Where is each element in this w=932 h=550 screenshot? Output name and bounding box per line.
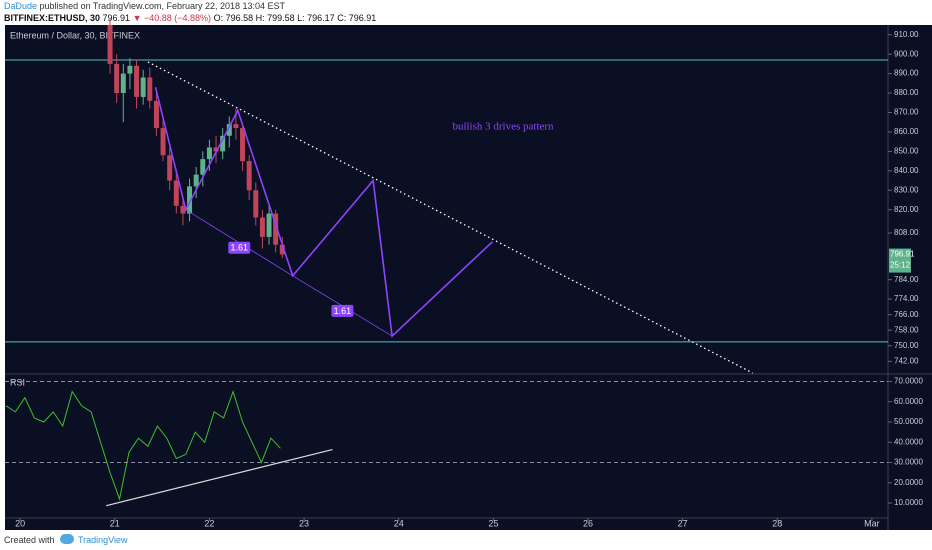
y-tick-label: 840.00	[894, 166, 919, 175]
candle-body	[167, 155, 173, 181]
candle-body	[180, 205, 186, 214]
y-tick-label: 890.00	[894, 69, 919, 78]
symbol: BITFINEX:ETHUSD, 30	[4, 13, 101, 23]
author: DaDude	[4, 1, 38, 11]
candle-body	[220, 135, 226, 152]
footer: Created with TradingView	[0, 532, 932, 550]
footer-created: Created with	[4, 535, 55, 545]
extension-box	[228, 241, 251, 254]
extension-box	[331, 304, 354, 317]
y-tick-label: 784.00	[894, 275, 919, 284]
x-tick-label: 28	[772, 518, 782, 528]
x-tick-label: 27	[678, 518, 688, 528]
last-price-box	[889, 248, 911, 273]
candle-body	[120, 73, 126, 94]
y-tick-label: 766.00	[894, 310, 919, 319]
y-tick-label: 850.00	[894, 146, 919, 155]
y-tick-label: 758.00	[894, 325, 919, 334]
y-tick-label: 910.00	[894, 30, 919, 39]
x-tick-label: 23	[299, 518, 309, 528]
y-tick-label: 742.00	[894, 356, 919, 365]
y-tick-label: 20.0000	[894, 478, 923, 487]
x-tick-label: 22	[204, 518, 214, 528]
y-tick-label: 880.00	[894, 88, 919, 97]
y-tick-label: 50.0000	[894, 417, 923, 426]
x-tick-label: 26	[583, 518, 593, 528]
header-line-2: BITFINEX:ETHUSD, 30 796.91 ▼ −40.88 (−4.…	[4, 13, 376, 23]
y-tick-label: 60.0000	[894, 397, 923, 406]
candle-body	[226, 124, 232, 136]
candle-body	[127, 65, 133, 74]
candle-body	[246, 161, 252, 191]
candle-body	[134, 65, 140, 97]
y-tick-label: 10.0000	[894, 498, 923, 507]
high: H: 799.58	[255, 13, 295, 23]
candle-body	[187, 186, 193, 214]
y-tick-label: 808.00	[894, 228, 919, 237]
trendline	[147, 61, 753, 374]
y-tick-label: 830.00	[894, 185, 919, 194]
extension-label: 1.61	[230, 243, 248, 253]
candle-body	[253, 190, 259, 218]
candle-body	[206, 147, 212, 160]
candle-body	[279, 244, 285, 255]
header-line-1: DaDude published on TradingView.com, Feb…	[4, 1, 285, 11]
candle-body	[114, 63, 120, 94]
open: O: 796.58	[213, 13, 254, 23]
footer-brand: TradingView	[78, 535, 128, 545]
close: C: 796.91	[337, 13, 377, 23]
candle-body	[233, 124, 239, 129]
candle-body	[259, 217, 265, 237]
background	[5, 25, 932, 530]
annotation: bullish 3 drives pattern	[452, 121, 554, 133]
y-tick-label: 40.0000	[894, 437, 923, 446]
rsi-line	[5, 390, 281, 501]
last: 796.91	[102, 13, 131, 23]
candle-body	[107, 25, 113, 64]
last-price: 796.91	[890, 250, 915, 259]
candle-body	[273, 213, 279, 245]
candle-body	[140, 77, 146, 97]
chart-title: Ethereum / Dollar, 30, BITFINEX	[10, 30, 140, 40]
rsi-title: RSI	[10, 377, 25, 387]
candle-body	[147, 77, 153, 101]
y-tick-label: 70.0000	[894, 377, 923, 386]
low: L: 796.17	[297, 13, 335, 23]
candle-body	[200, 159, 206, 175]
candle-body	[240, 128, 246, 162]
chart: Ethereum / Dollar, 30, BITFINEX RSI 910.…	[5, 19, 932, 530]
x-tick-label: 21	[110, 518, 120, 528]
extension-label: 1.61	[334, 306, 352, 316]
x-tick-label: 20	[15, 518, 25, 528]
x-tick-label: 24	[394, 518, 404, 528]
candle-body	[213, 147, 219, 152]
y-tick-label: 774.00	[894, 294, 919, 303]
logo	[60, 534, 74, 544]
candle-body	[173, 180, 179, 206]
y-tick-label: 900.00	[894, 49, 919, 58]
rsi-trendline	[106, 448, 333, 507]
candle-body	[160, 128, 166, 156]
y-tick-label: 870.00	[894, 108, 919, 117]
change: ▼ −40.88 (−4.88%)	[132, 13, 212, 23]
candle-body	[266, 213, 272, 237]
x-tick-label: Mar	[864, 518, 880, 528]
y-tick-label: 860.00	[894, 127, 919, 136]
candle-body	[153, 100, 159, 129]
published: published on TradingView.com, February 2…	[39, 1, 286, 11]
x-tick-label: 25	[488, 518, 498, 528]
timer: 25:12	[890, 261, 911, 270]
y-tick-label: 30.0000	[894, 458, 923, 467]
candle-body	[193, 174, 199, 187]
y-tick-label: 820.00	[894, 205, 919, 214]
y-tick-label: 750.00	[894, 341, 919, 350]
